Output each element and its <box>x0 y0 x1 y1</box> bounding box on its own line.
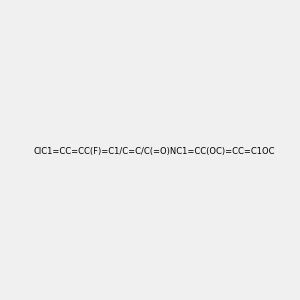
Text: ClC1=CC=CC(F)=C1/C=C/C(=O)NC1=CC(OC)=CC=C1OC: ClC1=CC=CC(F)=C1/C=C/C(=O)NC1=CC(OC)=CC=… <box>33 147 274 156</box>
